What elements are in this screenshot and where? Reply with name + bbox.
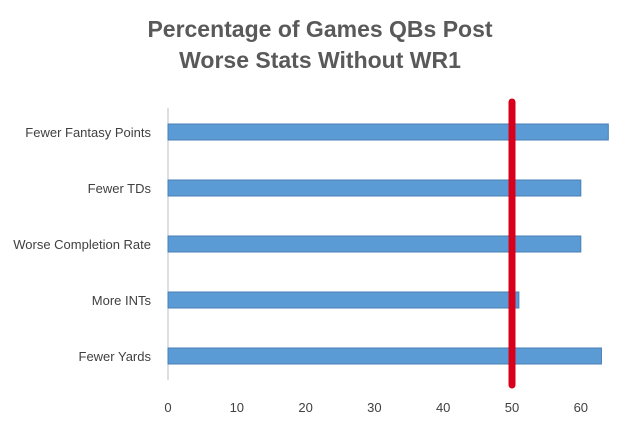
category-label-worse-completion-rate: Worse Completion Rate — [13, 237, 151, 252]
x-tick-label-0: 0 — [164, 400, 171, 415]
chart-title-line-2: Worse Stats Without WR1 — [179, 47, 461, 73]
category-label-fewer-tds: Fewer TDs — [88, 181, 152, 196]
bar-worse-completion-rate — [167, 235, 582, 253]
bar-fewer-tds — [167, 179, 582, 197]
x-tick-label-10: 10 — [230, 400, 244, 415]
bar-fewer-fantasy-points — [167, 123, 609, 141]
bar-more-ints — [167, 291, 520, 309]
chart-title-line-1: Percentage of Games QBs Post — [147, 16, 493, 42]
category-label-fewer-fantasy-points: Fewer Fantasy Points — [25, 125, 151, 140]
x-tick-label-60: 60 — [574, 400, 588, 415]
chart-title: Percentage of Games QBs Post Worse Stats… — [0, 14, 640, 76]
category-label-fewer-yards: Fewer Yards — [79, 349, 152, 364]
bar-fewer-yards — [167, 347, 602, 365]
x-tick-label-40: 40 — [436, 400, 450, 415]
category-label-more-ints: More INTs — [92, 293, 152, 308]
x-tick-label-50: 50 — [505, 400, 519, 415]
x-tick-label-30: 30 — [367, 400, 381, 415]
x-tick-label-20: 20 — [298, 400, 312, 415]
